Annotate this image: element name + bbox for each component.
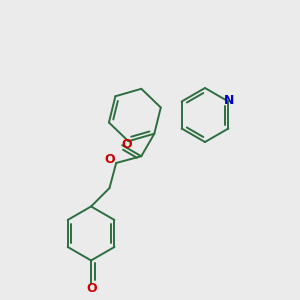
Text: O: O [87, 282, 98, 295]
Text: N: N [224, 94, 235, 107]
Text: O: O [104, 154, 115, 166]
Text: O: O [122, 138, 133, 151]
